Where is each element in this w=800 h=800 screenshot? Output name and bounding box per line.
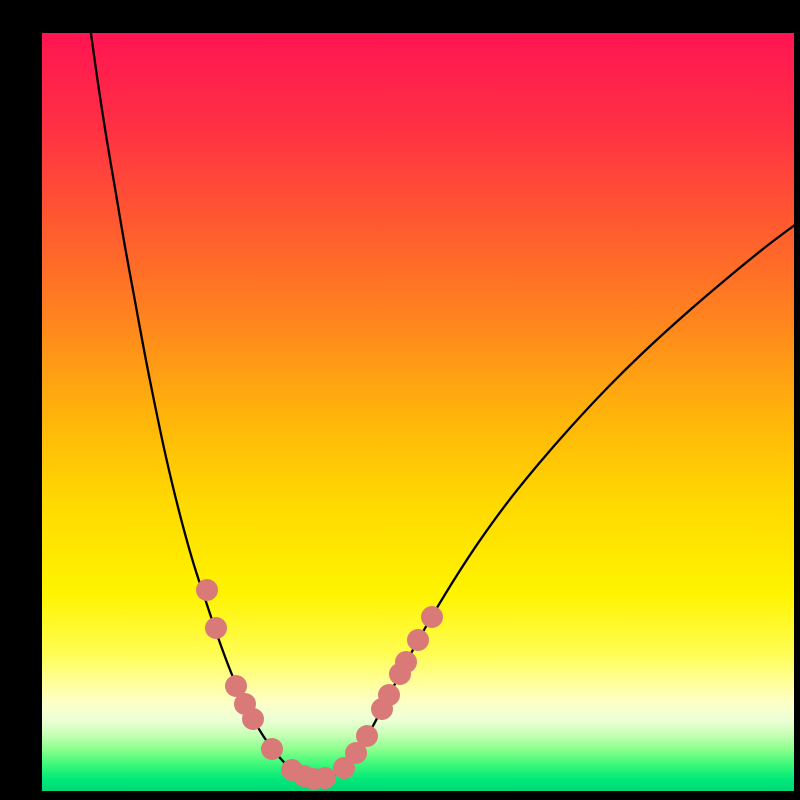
data-marker [314,767,336,789]
data-marker [421,606,443,628]
plot-area [42,33,794,791]
data-marker [407,629,429,651]
frame-top [0,0,800,33]
data-marker [261,738,283,760]
data-marker [378,684,400,706]
data-marker [356,725,378,747]
data-marker [242,708,264,730]
data-marker [205,617,227,639]
data-marker [395,651,417,673]
data-marker [196,579,218,601]
frame-right [794,0,800,800]
left-branch-curve [91,33,313,779]
frame-left [0,0,42,800]
curve-layer [42,33,794,791]
frame-bottom [0,791,800,800]
